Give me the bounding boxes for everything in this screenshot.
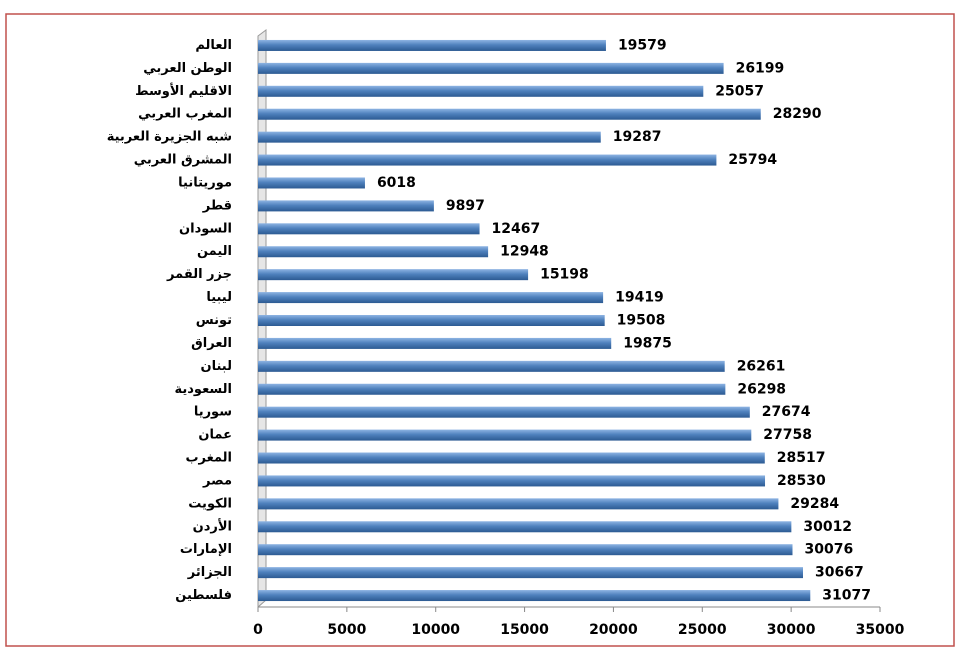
x-tick-label: 0 [253,622,263,638]
bar [258,383,726,395]
value-label: 19419 [615,290,664,306]
bar [258,269,529,281]
value-label: 26298 [737,381,786,397]
x-tick-label: 15000 [500,622,549,638]
bar [258,200,434,212]
bar [258,292,604,304]
bar [258,62,724,74]
y-tick-label: الوطن العربي [143,61,232,76]
y-tick-label: السودان [179,221,232,236]
bar [258,223,480,235]
y-tick-label: السعودية [175,382,233,397]
value-label: 27674 [762,404,811,420]
x-tick-label: 5000 [327,622,366,638]
bar [258,177,365,189]
y-tick-label: لبنان [201,359,232,374]
bar [258,315,605,326]
y-tick-label: موريتانيا [178,175,232,190]
bar [258,85,704,97]
y-tick-label: الإمارات [180,542,232,557]
y-tick-label: المشرق العربي [134,153,232,168]
bar [258,246,489,258]
bar [258,406,750,418]
value-label: 9897 [446,198,485,214]
value-label: 15198 [540,267,589,283]
bar [258,544,793,556]
value-label: 6018 [377,175,416,191]
y-tick-label: العراق [191,336,232,351]
bar [258,498,779,510]
value-label: 19579 [618,37,667,53]
value-label: 28517 [777,450,826,466]
value-label: 28530 [777,473,826,489]
y-tick-label: قطر [202,198,232,213]
value-label: 31077 [822,588,871,604]
bar [258,429,752,441]
x-tick-label: 20000 [589,622,638,638]
bar [258,567,803,579]
value-label: 12948 [500,244,549,260]
value-label: 29284 [790,496,839,512]
y-tick-label: مصر [202,473,232,488]
bar [258,590,811,602]
value-label: 19875 [623,335,672,351]
bar [258,131,601,143]
bar [258,154,717,166]
y-tick-label: فلسطين [175,588,232,603]
y-tick-label: الأردن [193,517,232,534]
value-label: 30012 [803,519,852,535]
value-label: 26261 [737,358,786,374]
bar [258,521,792,533]
value-label: 19287 [613,129,662,145]
x-tick-label: 35000 [856,622,905,638]
y-tick-label: شبه الجزيرة العربية [107,130,232,145]
x-tick-label: 25000 [678,622,727,638]
value-label: 26199 [736,60,785,76]
bar [258,452,765,464]
y-tick-label: تونس [196,313,232,328]
value-label: 30667 [815,565,864,581]
y-tick-label: المغرب [185,451,232,466]
value-label: 30076 [804,542,853,558]
value-label: 19508 [617,313,666,329]
y-tick-label: سوريا [194,405,232,420]
bar [258,337,612,349]
y-tick-label: عمان [198,428,232,443]
y-tick-label: الكويت [188,496,232,511]
bar [258,39,606,51]
bar [258,475,766,487]
y-tick-label: ليبيا [206,290,232,305]
value-label: 27758 [763,427,812,443]
x-tick-label: 10000 [411,622,460,638]
y-tick-label: الجزائر [187,565,232,580]
bar [258,108,761,120]
value-label: 28290 [773,106,822,122]
value-label: 25057 [715,83,764,99]
y-tick-label: العالم [195,38,232,53]
y-tick-label: جزر القمر [166,267,232,282]
value-label: 25794 [728,152,777,168]
value-label: 12467 [492,221,541,237]
x-tick-label: 30000 [767,622,816,638]
y-tick-label: المغرب العربي [138,107,232,122]
bar [258,360,725,372]
y-tick-label: الاقليم الأوسط [135,82,232,99]
y-tick-label: اليمن [197,244,232,259]
